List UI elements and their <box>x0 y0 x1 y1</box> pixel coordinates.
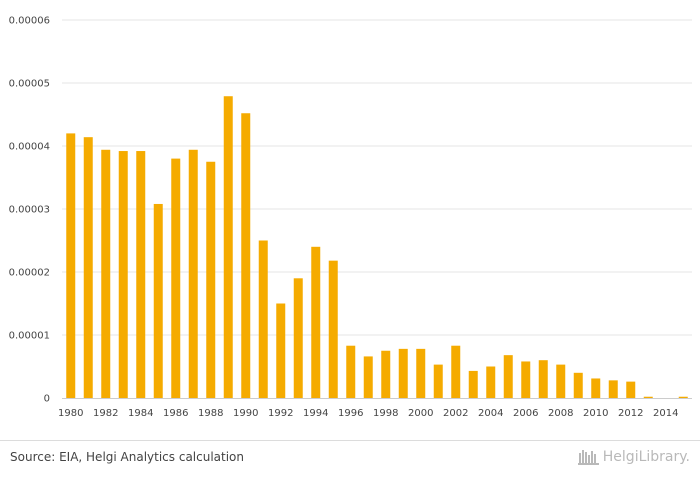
bar-2003[interactable] <box>468 370 478 398</box>
x-tick-label: 1998 <box>373 408 398 419</box>
x-tick-label: 1990 <box>233 408 258 419</box>
x-tick-label: 1982 <box>93 408 118 419</box>
bar-2001[interactable] <box>433 364 443 398</box>
bar-2004[interactable] <box>486 366 496 399</box>
y-tick-label: 0.00005 <box>9 79 50 90</box>
bar-1980[interactable] <box>66 133 76 398</box>
bar-2005[interactable] <box>503 355 513 398</box>
bar-2011[interactable] <box>608 380 618 398</box>
bar-1997[interactable] <box>363 356 373 398</box>
x-tick-label: 2004 <box>478 408 503 419</box>
bar-1992[interactable] <box>276 303 286 399</box>
y-tick-label: 0.00004 <box>9 142 50 153</box>
x-tick-label: 1996 <box>338 408 363 419</box>
x-tick-label: 2000 <box>408 408 433 419</box>
y-tick-label: 0.00006 <box>9 16 50 27</box>
bar-1999[interactable] <box>398 348 408 398</box>
x-tick-label: 1980 <box>58 408 83 419</box>
y-tick-label: 0.00001 <box>9 331 50 342</box>
bar-1981[interactable] <box>83 137 93 398</box>
bar-1996[interactable] <box>346 345 356 398</box>
bar-1994[interactable] <box>311 246 321 398</box>
y-tick-label: 0.00003 <box>9 205 50 216</box>
x-tick-label: 1984 <box>128 408 153 419</box>
bar-2002[interactable] <box>451 345 461 398</box>
bar-1982[interactable] <box>101 149 111 398</box>
bar-1995[interactable] <box>328 260 338 398</box>
bar-1998[interactable] <box>381 350 391 398</box>
bar-2010[interactable] <box>591 378 601 398</box>
source-note: Source: EIA, Helgi Analytics calculation <box>10 450 245 464</box>
chart-footer: Source: EIA, Helgi Analytics calculation… <box>0 440 700 484</box>
brand-name: HelgiLibrary. <box>602 449 690 465</box>
bar-1989[interactable] <box>223 96 233 398</box>
x-tick-label: 2008 <box>548 408 573 419</box>
bar-1991[interactable] <box>258 240 268 399</box>
y-axis-ticks: 0 0.00001 0.00002 0.00003 0.00004 0.00005 0.00… <box>9 16 50 405</box>
brand-logo[interactable]: HelgiLibrary. <box>577 449 690 465</box>
x-tick-label: 2002 <box>443 408 468 419</box>
y-tick-label: 0 <box>44 394 50 405</box>
gridlines <box>62 19 692 336</box>
bar-1986[interactable] <box>171 158 181 398</box>
bar-2013[interactable] <box>643 396 653 398</box>
bar-1993[interactable] <box>293 278 303 398</box>
x-tick-label: 1994 <box>303 408 328 419</box>
bar-1983[interactable] <box>118 151 128 398</box>
x-tick-label: 2006 <box>513 408 538 419</box>
bar-2007[interactable] <box>538 360 548 398</box>
bar-1985[interactable] <box>153 203 163 398</box>
x-tick-label: 1988 <box>198 408 223 419</box>
bar-2008[interactable] <box>556 364 566 398</box>
x-tick-label: 2010 <box>583 408 608 419</box>
y-tick-label: 0.00002 <box>9 268 50 279</box>
bar-1988[interactable] <box>206 161 216 398</box>
x-tick-label: 1986 <box>163 408 188 419</box>
bar-1984[interactable] <box>136 151 146 398</box>
x-tick-label: 2014 <box>653 408 678 419</box>
bar-1990[interactable] <box>241 113 251 399</box>
bar-2006[interactable] <box>521 361 531 398</box>
bar-2015[interactable] <box>678 396 688 398</box>
x-tick-label: 1992 <box>268 408 293 419</box>
x-tick-label: 2012 <box>618 408 643 419</box>
bar-2009[interactable] <box>573 372 583 398</box>
x-axis-ticks: 1980 1982 1984 1986 1988 1990 1992 1994 1996 1998… <box>58 408 678 419</box>
bar-2000[interactable] <box>416 348 426 398</box>
bar-1987[interactable] <box>188 149 198 398</box>
bars <box>66 96 688 399</box>
bar-2012[interactable] <box>626 381 636 398</box>
library-icon <box>577 450 599 465</box>
